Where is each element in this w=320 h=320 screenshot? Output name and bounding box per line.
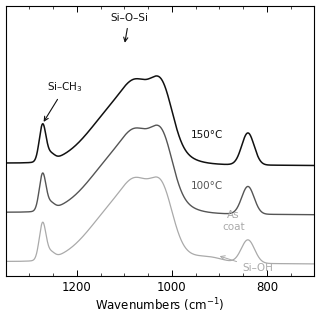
Text: Si–CH$_3$: Si–CH$_3$ — [44, 80, 83, 121]
Text: 100°C: 100°C — [191, 181, 223, 191]
Text: As
coat: As coat — [222, 211, 245, 232]
Text: Si–OH: Si–OH — [221, 256, 273, 273]
X-axis label: Wavenumbers (cm$^{-1}$): Wavenumbers (cm$^{-1}$) — [95, 297, 225, 315]
Text: 150°C: 150°C — [191, 130, 223, 140]
Text: Si–O–Si: Si–O–Si — [110, 13, 148, 42]
